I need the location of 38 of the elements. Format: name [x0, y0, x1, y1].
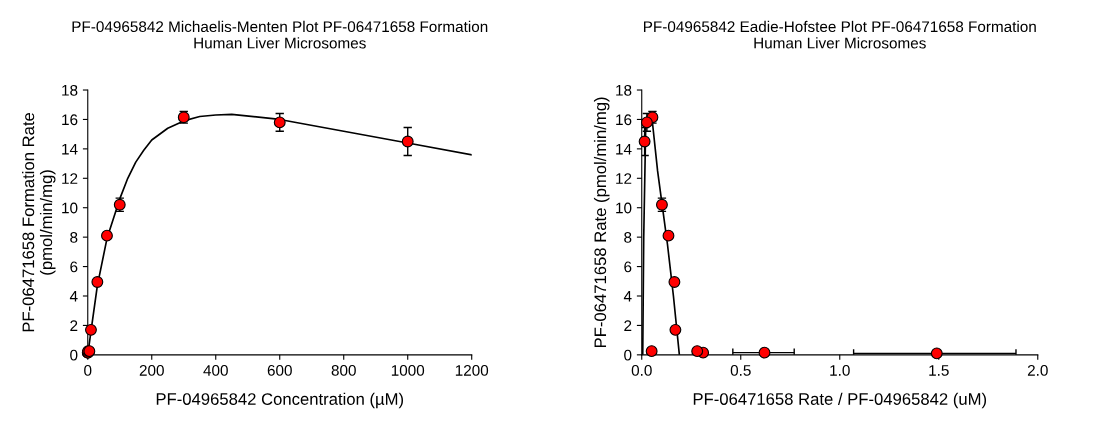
y-tick-label: 14 [616, 143, 632, 155]
x-axis-title: PF-04965842 Concentration (µM) [156, 392, 404, 409]
x-tick-label: 200 [139, 364, 164, 376]
y-tick-label: 0 [70, 349, 78, 361]
y-tick-label: 0 [624, 349, 632, 361]
x-tick-label: 2.0 [1027, 364, 1048, 376]
x-tick-label: 0.0 [631, 364, 652, 376]
y-tick-label: 12 [616, 173, 632, 184]
y-tick-label: 10 [62, 202, 78, 214]
x-tick-label: 1.0 [830, 364, 850, 376]
y-tick-label: 16 [62, 114, 78, 126]
chart-title: PF-04965842 Michaelis-Menten Plot PF-06471658 Formation Human Liver Microsomes [72, 20, 488, 49]
y-tick-label: 16 [616, 114, 632, 126]
y-tick-label: 10 [616, 202, 632, 214]
y-tick-label: 2 [624, 320, 632, 331]
y-tick-label: 12 [62, 173, 78, 184]
x-tick-label: 1200 [455, 364, 489, 376]
y-tick-label: 4 [623, 291, 632, 302]
x-tick-label: 1000 [391, 364, 425, 376]
chart-title: PF-04965842 Eadie-Hofstee Plot PF-06471658 Formation Human Liver Microsomes [643, 20, 1036, 49]
y-tick-label: 6 [624, 261, 632, 273]
y-tick-label: 18 [616, 84, 632, 96]
x-tick-label: 1.5 [929, 365, 949, 376]
y-tick-label: 4 [69, 291, 78, 302]
y-tick-label: 8 [624, 232, 632, 243]
x-tick-label: 800 [331, 364, 356, 376]
y-tick-label: 8 [70, 232, 78, 243]
y-tick-label: 2 [70, 320, 78, 331]
x-axis-title: PF-06471658 Rate / PF-04965842 (uM) [693, 392, 987, 409]
y-axis-title: PF-06471658 Rate (pmol/min/mg) [593, 97, 610, 348]
x-tick-label: 400 [203, 364, 228, 376]
y-axis-title: PF-06471658 Formation Rate (pmol/min/mg) [22, 112, 56, 332]
y-tick-label: 6 [70, 261, 78, 273]
y-tick-label: 18 [62, 84, 78, 96]
y-tick-label: 14 [62, 143, 78, 155]
x-tick-label: 600 [267, 364, 292, 376]
x-tick-label: 0 [84, 364, 92, 376]
x-tick-label: 0.5 [730, 364, 751, 376]
